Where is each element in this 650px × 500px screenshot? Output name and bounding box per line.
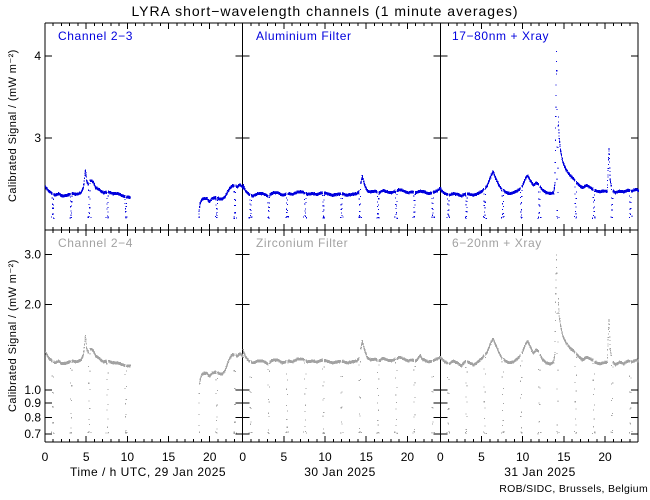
svg-text:15: 15 [557,450,571,464]
svg-text:2.0: 2.0 [24,297,41,311]
svg-text:20: 20 [401,450,415,464]
svg-text:0: 0 [42,450,49,464]
svg-text:10: 10 [121,450,135,464]
panel-label-zirconium-filter: Zirconium Filter [256,236,349,250]
panel-label-aluminium-filter: Aluminium Filter [256,29,352,43]
svg-text:10: 10 [516,450,530,464]
y-axis-title-top-row: Calibrated Signal / (mW m⁻²) [7,49,19,202]
panel-label-17-80nm-xray: 17−80nm + Xray [452,29,550,43]
x-axis-title-30-jan: 30 Jan 2025 [304,465,376,479]
svg-text:0: 0 [239,450,246,464]
svg-text:10: 10 [318,450,332,464]
panel-label-6-20nm-xray: 6−20nm + Xray [452,236,542,250]
x-axis-title-31-jan: 31 Jan 2025 [504,465,576,479]
svg-text:0: 0 [437,450,444,464]
panel-label-channel-2-3: Channel 2−3 [58,29,133,43]
svg-text:1.0: 1.0 [24,383,41,397]
svg-text:4: 4 [34,49,41,63]
svg-text:0.9: 0.9 [24,396,41,410]
svg-text:5: 5 [478,450,485,464]
svg-text:15: 15 [162,450,176,464]
y-axis-title-bottom-row: Calibrated Signal / (mW m⁻²) [7,259,19,412]
svg-text:5: 5 [281,450,288,464]
svg-text:0.7: 0.7 [24,427,41,441]
svg-text:5: 5 [83,450,90,464]
svg-text:20: 20 [203,450,217,464]
credit-text: ROB/SIDC, Brussels, Belgium [499,483,648,495]
svg-text:3.0: 3.0 [24,248,41,262]
svg-text:3: 3 [34,131,41,145]
svg-text:20: 20 [598,450,612,464]
x-axis-title-29-jan: Time / h UTC, 29 Jan 2025 [69,465,227,479]
svg-text:0.8: 0.8 [24,410,41,424]
chart-title: LYRA short−wavelength channels (1 minute… [131,3,519,19]
svg-text:15: 15 [360,450,374,464]
panel-label-channel-2-4: Channel 2−4 [58,236,133,250]
